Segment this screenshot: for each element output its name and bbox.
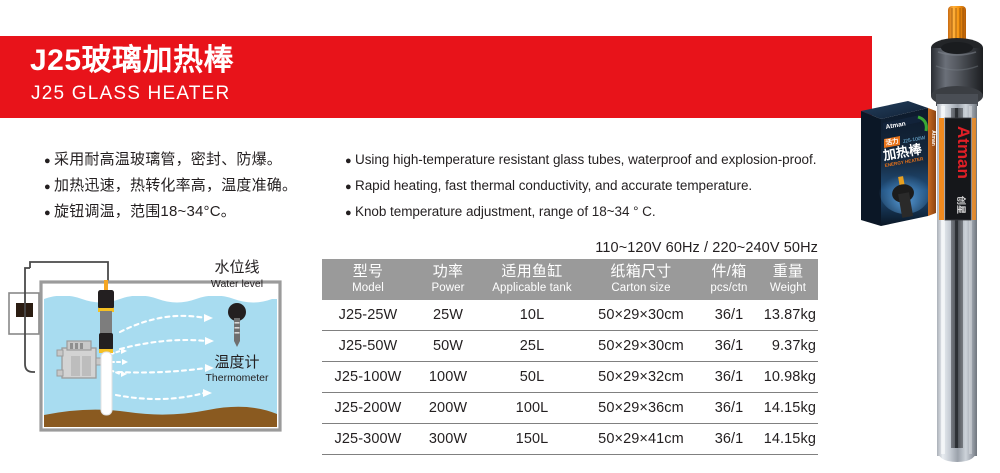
box-badge-label: 活力 — [885, 136, 900, 147]
bullet-dot-icon: ● — [44, 181, 51, 193]
cell-tank: 50L — [482, 361, 582, 393]
page-title-en: J25 GLASS HEATER — [31, 83, 231, 104]
cell-weight: 13.87kg — [758, 300, 818, 331]
thermometer-label-cn: 温度计 — [214, 354, 259, 371]
voltage-spec-text: 110~120V 60Hz / 220~240V 50Hz — [595, 240, 818, 256]
bullet-dot-icon: ● — [345, 207, 352, 219]
table-header-row: 型号 Model 功率 Power 适用鱼缸 Applicable tank 纸… — [322, 259, 818, 300]
water-level-label-en: Water level — [211, 278, 263, 290]
heater-rod-diagram-icon — [98, 280, 114, 416]
filter-pump-icon — [56, 340, 104, 379]
bullet-dot-icon: ● — [44, 207, 51, 219]
cell-tank: 150L — [482, 423, 582, 455]
column-header-pcs-per-carton: 件/箱 pcs/ctn — [710, 263, 748, 294]
cell-power: 300W — [414, 423, 482, 455]
feature-text-en: Knob temperature adjustment, range of 18… — [355, 204, 656, 219]
table-row: J25-25W 25W 10L 50×29×30cm 36/1 13.87kg — [322, 300, 818, 331]
bullet-dot-icon: ● — [44, 155, 51, 167]
cell-pcs: 36/1 — [700, 300, 758, 331]
cell-pcs: 36/1 — [700, 423, 758, 455]
column-header-power: 功率 Power — [431, 263, 465, 294]
table-row: J25-50W 50W 25L 50×29×30cm 36/1 9.37kg — [322, 330, 818, 362]
box-brand-label: Atman — [885, 121, 906, 131]
temperature-knob-icon — [948, 6, 966, 46]
power-outlet-icon — [8, 292, 40, 335]
thermometer-icon — [228, 303, 246, 347]
cell-pcs: 36/1 — [700, 361, 758, 393]
column-header-model: 型号 Model — [352, 263, 384, 294]
list-item: ● Knob temperature adjustment, range of … — [345, 202, 865, 221]
title-banner: J25玻璃加热棒 J25 GLASS HEATER — [0, 36, 872, 118]
feature-text-cn: 旋钮调温，范围18~34°C。 — [54, 203, 236, 220]
cell-weight: 10.98kg — [758, 361, 818, 393]
cell-carton: 50×29×32cm — [582, 361, 700, 393]
box-product-name-en: ENERGY HEATER — [884, 156, 924, 168]
heater-brand-text: Atman — [954, 126, 973, 179]
cell-model: J25-200W — [322, 392, 414, 424]
column-header-weight: 重量 Weight — [769, 263, 807, 294]
cell-power: 25W — [414, 300, 482, 331]
feature-text-cn: 采用耐高温玻璃管，密封、防爆。 — [54, 151, 283, 168]
water-level-label-cn: 水位线 — [214, 259, 259, 276]
product-heater-photo: Atman 创星 — [918, 0, 1000, 468]
cell-tank: 10L — [482, 300, 582, 331]
cell-tank: 25L — [482, 330, 582, 362]
cell-pcs: 36/1 — [700, 330, 758, 362]
box-side-brand-label: Atman — [930, 130, 936, 146]
feature-text-cn: 加热迅速，热转化率高，温度准确。 — [54, 177, 298, 194]
list-item: ● 采用耐高温玻璃管，密封、防爆。 — [44, 150, 344, 169]
aquarium-installation-diagram: 水位线 Water level 温度计 Thermometer — [8, 252, 320, 452]
thermometer-label-en: Thermometer — [205, 372, 269, 384]
column-header-applicable-tank: 适用鱼缸 Applicable tank — [492, 263, 572, 294]
cell-power: 200W — [414, 392, 482, 424]
cell-pcs: 36/1 — [700, 392, 758, 424]
bullet-dot-icon: ● — [345, 181, 352, 193]
cell-weight: 14.15kg — [758, 423, 818, 455]
heater-brand-text-cn: 创星 — [956, 195, 967, 214]
list-item: ● Using high-temperature resistant glass… — [345, 150, 865, 169]
table-row: J25-100W 100W 50L 50×29×32cm 36/1 10.98k… — [322, 361, 818, 393]
specification-table: 型号 Model 功率 Power 适用鱼缸 Applicable tank 纸… — [322, 259, 818, 455]
cell-tank: 100L — [482, 392, 582, 424]
box-product-name-cn: 加热棒 — [881, 141, 924, 163]
feature-list-en: ● Using high-temperature resistant glass… — [345, 150, 865, 228]
cell-weight: 9.37kg — [758, 330, 818, 362]
cell-carton: 50×29×41cm — [582, 423, 700, 455]
table-row: J25-200W 200W 100L 50×29×36cm 36/1 14.15… — [322, 392, 818, 424]
table-row: J25-300W 300W 150L 50×29×41cm 36/1 14.15… — [322, 423, 818, 455]
list-item: ● Rapid heating, fast thermal conductivi… — [345, 176, 865, 195]
box-model-label: J25-100W — [902, 135, 926, 145]
cell-model: J25-300W — [322, 423, 414, 455]
cell-weight: 14.15kg — [758, 392, 818, 424]
cell-power: 50W — [414, 330, 482, 362]
feature-text-en: Using high-temperature resistant glass t… — [355, 152, 817, 167]
column-header-carton-size: 纸箱尺寸 Carton size — [610, 263, 672, 294]
cell-power: 100W — [414, 361, 482, 393]
cell-model: J25-100W — [322, 361, 414, 393]
brand-label: Atman 创星 — [944, 117, 973, 221]
cell-carton: 50×29×30cm — [582, 300, 700, 331]
cell-model: J25-25W — [322, 300, 414, 331]
product-packaging-box: Atman 活力 J25-100W 加热棒 ENERGY HEATER Atma… — [858, 98, 936, 226]
feature-list-cn: ● 采用耐高温玻璃管，密封、防爆。 ● 加热迅速，热转化率高，温度准确。 ● 旋… — [44, 150, 344, 228]
page-title-cn: J25玻璃加热棒 — [30, 44, 235, 77]
feature-text-en: Rapid heating, fast thermal conductivity… — [355, 178, 753, 193]
cell-model: J25-50W — [322, 330, 414, 362]
bullet-dot-icon: ● — [345, 155, 352, 167]
cell-carton: 50×29×30cm — [582, 330, 700, 362]
list-item: ● 旋钮调温，范围18~34°C。 — [44, 202, 344, 221]
list-item: ● 加热迅速，热转化率高，温度准确。 — [44, 176, 344, 195]
cell-carton: 50×29×36cm — [582, 392, 700, 424]
